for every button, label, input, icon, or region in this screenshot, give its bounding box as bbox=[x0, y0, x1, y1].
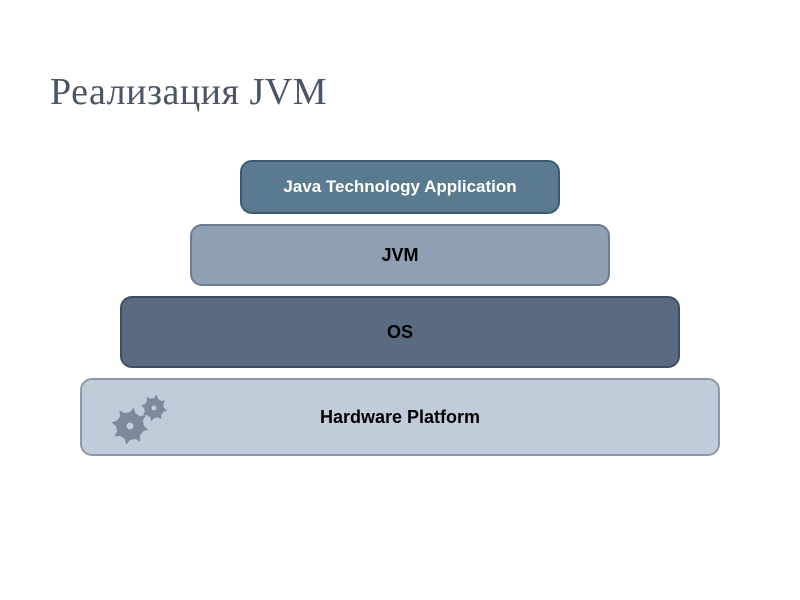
layer-label-hardware: Hardware Platform bbox=[320, 407, 480, 428]
layer-label-app: Java Technology Application bbox=[283, 177, 516, 197]
layer-jvm: JVM bbox=[190, 224, 610, 286]
layer-hardware: Hardware Platform bbox=[80, 378, 720, 456]
layer-os: OS bbox=[120, 296, 680, 368]
layer-label-os: OS bbox=[387, 322, 413, 343]
layer-app: Java Technology Application bbox=[240, 160, 560, 214]
layer-label-jvm: JVM bbox=[381, 245, 418, 266]
jvm-stack-diagram: Java Technology Application JVM OS Hardware… bbox=[0, 160, 800, 456]
gears-icon bbox=[104, 390, 178, 444]
page-title: Реализация JVM bbox=[50, 70, 327, 114]
slide: Реализация JVM Java Technology Applicati… bbox=[0, 0, 800, 600]
